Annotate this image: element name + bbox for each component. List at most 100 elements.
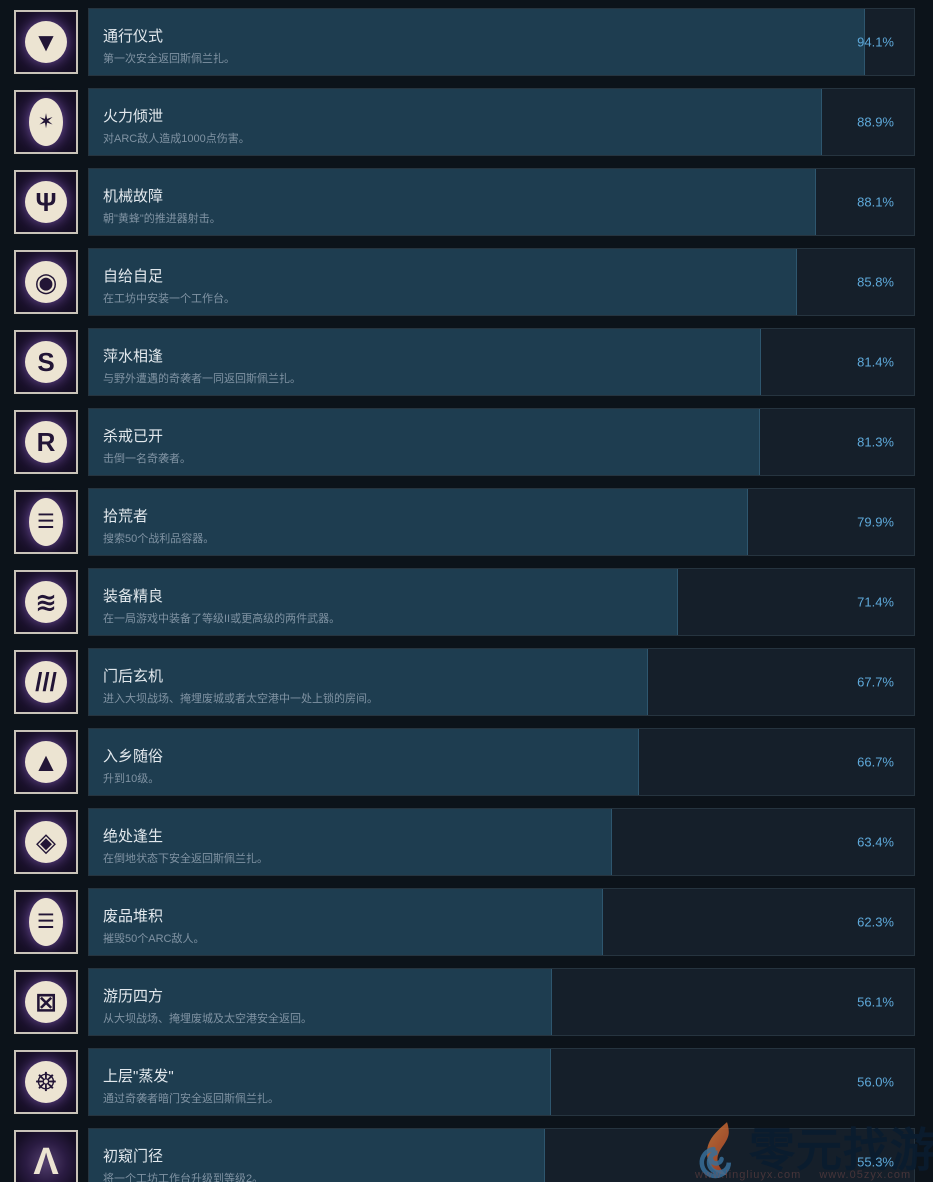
global-percentage: 88.9%	[857, 114, 894, 130]
global-percentage: 66.7%	[857, 754, 894, 770]
achievement-icon-tile: Λ	[14, 1130, 78, 1182]
achievement-glyph-icon: Λ	[33, 1141, 59, 1182]
double-chevron-circle-icon: ≋	[25, 581, 67, 623]
global-percentage: 62.3%	[857, 914, 894, 930]
achievement-row: ✶ 火力倾泄 对ARC敌人造成1000点伤害。 88.9%	[14, 88, 915, 156]
achievement-progress-bar: 上层"蒸发" 通过奇袭者暗门安全返回斯佩兰扎。 56.0%	[88, 1048, 915, 1116]
achievement-glyph-icon: ▲	[33, 747, 59, 777]
chevron-stack-icon: Λ	[25, 1141, 67, 1182]
progress-fill	[89, 809, 613, 875]
achievement-row: Λ 初窥门径 将一个工坊工作台升级到等级2。 55.3%	[14, 1128, 915, 1182]
achievement-glyph-icon: ☰	[37, 511, 55, 533]
achievement-icon-tile: ◈	[14, 810, 78, 874]
achievement-row: R 杀戒已开 击倒一名奇袭者。 81.3%	[14, 408, 915, 476]
progress-fill	[89, 1129, 546, 1182]
achievement-row: Ψ 机械故障 朝"黄蜂"的推进器射击。 88.1%	[14, 168, 915, 236]
down-arrow-circle-icon: ▼	[25, 21, 67, 63]
achievement-progress-bar: 绝处逢生 在倒地状态下安全返回斯佩兰扎。 63.4%	[88, 808, 915, 876]
sprout-circle-icon: Ψ	[25, 181, 67, 223]
achievement-progress-bar: 入乡随俗 升到10级。 66.7%	[88, 728, 915, 796]
letter-r-emblem-icon: R	[25, 421, 67, 463]
progress-fill	[89, 249, 797, 315]
achievement-progress-bar: 机械故障 朝"黄蜂"的推进器射击。 88.1%	[88, 168, 915, 236]
achievement-progress-bar: 萍水相逢 与野外遭遇的奇袭者一同返回斯佩兰扎。 81.4%	[88, 328, 915, 396]
achievement-progress-bar: 废品堆积 摧毁50个ARC敌人。 62.3%	[88, 888, 915, 956]
achievement-glyph-icon: ◈	[36, 827, 56, 857]
achievement-row: ⊠ 游历四方 从大坝战场、掩埋废城及太空港安全返回。 56.1%	[14, 968, 915, 1036]
achievement-progress-bar: 自给自足 在工坊中安装一个工作台。 85.8%	[88, 248, 915, 316]
achievement-icon-tile: ≋	[14, 570, 78, 634]
achievement-progress-bar: 通行仪式 第一次安全返回斯佩兰扎。 94.1%	[88, 8, 915, 76]
stacked-lamp-egg-icon: ☰	[29, 498, 63, 546]
global-percentage: 88.1%	[857, 194, 894, 210]
achievement-icon-tile: ☸	[14, 1050, 78, 1114]
achievement-row: ☰ 废品堆积 摧毁50个ARC敌人。 62.3%	[14, 888, 915, 956]
achievement-glyph-icon: ⊠	[35, 987, 57, 1017]
achievement-icon-tile: ///	[14, 650, 78, 714]
mountain-circle-icon: ▲	[25, 741, 67, 783]
achievement-glyph-icon: S	[37, 347, 55, 377]
progress-fill	[89, 969, 552, 1035]
achievement-glyph-icon: ☰	[37, 911, 55, 933]
global-percentage: 55.3%	[857, 1154, 894, 1170]
progress-fill	[89, 9, 866, 75]
achievement-row: ▼ 通行仪式 第一次安全返回斯佩兰扎。 94.1%	[14, 8, 915, 76]
global-percentage: 81.3%	[857, 434, 894, 450]
achievement-progress-bar: 装备精良 在一局游戏中装备了等级II或更高级的两件武器。 71.4%	[88, 568, 915, 636]
achievement-icon-tile: ◉	[14, 250, 78, 314]
achievement-glyph-icon: ☸	[34, 1067, 58, 1097]
achievement-row: ≋ 装备精良 在一局游戏中装备了等级II或更高级的两件武器。 71.4%	[14, 568, 915, 636]
achievement-glyph-icon: ▼	[33, 27, 59, 57]
pinwheel-circle-icon: ☸	[25, 1061, 67, 1103]
droplet-circle-icon: ◉	[25, 261, 67, 303]
achievement-progress-bar: 杀戒已开 击倒一名奇袭者。 81.3%	[88, 408, 915, 476]
achievement-icon-tile: ▲	[14, 730, 78, 794]
global-percentage: 56.1%	[857, 994, 894, 1010]
achievement-icon-tile: ☰	[14, 890, 78, 954]
achievement-glyph-icon: ◉	[34, 267, 58, 297]
global-percentage: 81.4%	[857, 354, 894, 370]
achievement-row: S 萍水相逢 与野外遭遇的奇袭者一同返回斯佩兰扎。 81.4%	[14, 328, 915, 396]
achievement-icon-tile: Ψ	[14, 170, 78, 234]
achievement-progress-bar: 游历四方 从大坝战场、掩埋废城及太空港安全返回。 56.1%	[88, 968, 915, 1036]
achievement-icon-tile: ☰	[14, 490, 78, 554]
progress-fill	[89, 569, 679, 635]
achievement-icon-tile: ▼	[14, 10, 78, 74]
achievement-glyph-icon: R	[36, 427, 56, 457]
progress-fill	[89, 409, 760, 475]
global-percentage: 94.1%	[857, 34, 894, 50]
achievement-progress-bar: 拾荒者 搜索50个战利品容器。 79.9%	[88, 488, 915, 556]
achievement-glyph-icon: Ψ	[35, 187, 57, 217]
global-percentage: 67.7%	[857, 674, 894, 690]
achievement-glyph-icon: ✶	[37, 111, 55, 133]
global-percentage: 79.9%	[857, 514, 894, 530]
letter-s-emblem-icon: S	[25, 341, 67, 383]
achievement-row: /// 门后玄机 进入大坝战场、掩埋废城或者太空港中一处上锁的房间。 67.7%	[14, 648, 915, 716]
global-percentage: 85.8%	[857, 274, 894, 290]
achievement-glyph-icon: ≋	[35, 587, 57, 617]
achievement-progress-bar: 门后玄机 进入大坝战场、掩埋废城或者太空港中一处上锁的房间。 67.7%	[88, 648, 915, 716]
progress-fill	[89, 889, 603, 955]
progress-fill	[89, 649, 648, 715]
achievement-row: ▲ 入乡随俗 升到10级。 66.7%	[14, 728, 915, 796]
achievement-progress-bar: 火力倾泄 对ARC敌人造成1000点伤害。 88.9%	[88, 88, 915, 156]
achievement-row: ☸ 上层"蒸发" 通过奇袭者暗门安全返回斯佩兰扎。 56.0%	[14, 1048, 915, 1116]
progress-fill	[89, 329, 761, 395]
striped-egg-icon: ☰	[29, 898, 63, 946]
achievement-icon-tile: ⊠	[14, 970, 78, 1034]
achievement-icon-tile: R	[14, 410, 78, 474]
hourglass-box-circle-icon: ⊠	[25, 981, 67, 1023]
achievement-icon-tile: ✶	[14, 90, 78, 154]
hatched-circle-icon: ///	[25, 661, 67, 703]
progress-fill	[89, 729, 640, 795]
progress-fill	[89, 489, 749, 555]
lattice-egg-icon: ✶	[29, 98, 63, 146]
diamond-circle-icon: ◈	[25, 821, 67, 863]
achievement-row: ◉ 自给自足 在工坊中安装一个工作台。 85.8%	[14, 248, 915, 316]
achievement-row: ◈ 绝处逢生 在倒地状态下安全返回斯佩兰扎。 63.4%	[14, 808, 915, 876]
progress-fill	[89, 89, 823, 155]
achievement-progress-bar: 初窥门径 将一个工坊工作台升级到等级2。 55.3%	[88, 1128, 915, 1182]
global-percentage: 56.0%	[857, 1074, 894, 1090]
